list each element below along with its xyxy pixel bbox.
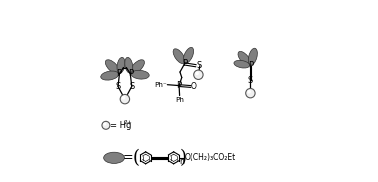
Text: P: P	[248, 61, 253, 70]
Ellipse shape	[238, 51, 251, 66]
Text: S: S	[196, 61, 201, 70]
Circle shape	[103, 123, 106, 126]
Text: O: O	[191, 82, 197, 91]
Text: P: P	[116, 69, 121, 78]
Text: P: P	[182, 59, 187, 68]
Circle shape	[247, 90, 251, 94]
Text: Ph⁻: Ph⁻	[154, 82, 167, 88]
Text: O(CH₂)₃CO₂Et: O(CH₂)₃CO₂Et	[185, 153, 236, 162]
Ellipse shape	[131, 70, 149, 79]
Text: 2+: 2+	[124, 120, 132, 125]
Ellipse shape	[117, 57, 125, 73]
Text: = Hg: = Hg	[110, 121, 132, 130]
Text: =: =	[123, 151, 133, 164]
Ellipse shape	[234, 60, 249, 68]
Text: P: P	[177, 81, 181, 90]
Text: S: S	[115, 82, 121, 91]
Text: S: S	[129, 82, 134, 91]
Ellipse shape	[104, 152, 124, 163]
Ellipse shape	[183, 47, 194, 63]
Text: ): )	[180, 149, 186, 167]
Ellipse shape	[173, 49, 185, 64]
Circle shape	[120, 94, 130, 104]
Text: S: S	[248, 76, 253, 85]
Text: n: n	[180, 157, 184, 166]
Ellipse shape	[248, 48, 257, 65]
Circle shape	[102, 121, 110, 129]
Circle shape	[246, 88, 255, 98]
Text: Ph: Ph	[175, 97, 184, 103]
Circle shape	[194, 70, 203, 79]
Ellipse shape	[101, 71, 119, 80]
Circle shape	[195, 72, 199, 75]
Ellipse shape	[130, 60, 144, 74]
Circle shape	[122, 96, 125, 100]
Text: P: P	[128, 69, 133, 78]
Ellipse shape	[105, 60, 119, 74]
Text: (: (	[132, 149, 139, 167]
Ellipse shape	[125, 57, 133, 73]
